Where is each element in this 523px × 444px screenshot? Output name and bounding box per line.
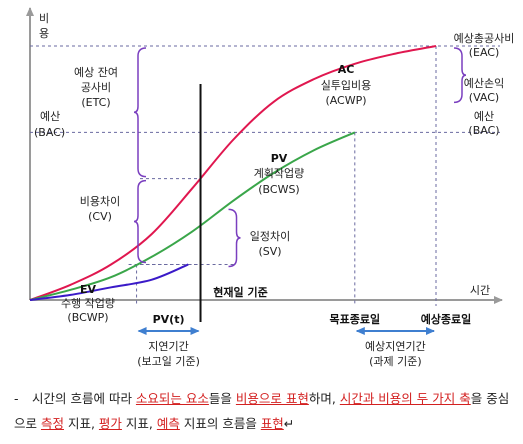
- caption-bullet: -: [14, 391, 19, 406]
- caption-text: 하며,: [308, 391, 340, 406]
- etc-label: 공사비: [81, 81, 111, 94]
- eac-label: 예상총공사비: [454, 32, 515, 45]
- sv-label: (SV): [258, 245, 281, 258]
- bac-right-label: 예산: [474, 110, 494, 123]
- ac-series-label: AC: [338, 63, 355, 76]
- chart-caption: - 시간의 흐름에 따라 소요되는 요소들을 비용으로 표현하며, 시간과 비용의…: [14, 386, 514, 436]
- y-axis-label-char: 비: [39, 12, 49, 25]
- expected-end-label: 예상종료일: [421, 312, 472, 326]
- paragraph-mark-icon: ↵: [283, 416, 295, 431]
- ac-series-sublabel: 실투입비용: [321, 79, 372, 92]
- ev-series-abbr: (BCWP): [67, 311, 108, 324]
- caption-text: 지표의 흐름을: [179, 416, 261, 431]
- bac-left-label: 예산: [40, 110, 60, 123]
- delay-report-label: (보고일 기준): [137, 354, 200, 368]
- ac-series-abbr: (ACWP): [325, 94, 366, 107]
- cv-label: (CV): [88, 210, 112, 223]
- etc-label: (ETC): [81, 96, 110, 109]
- caption-text: 지표,: [121, 416, 157, 431]
- ac-curve: [29, 45, 437, 301]
- vac-label: 예산손익: [464, 77, 504, 90]
- etc-label: 예상 잔여: [74, 66, 118, 79]
- pv-series-label: PV: [271, 152, 288, 165]
- caption-highlight: 표현: [260, 416, 284, 431]
- sv-label: 일정차이: [250, 229, 290, 243]
- caption-text: 시간의 흐름에 따라: [32, 391, 136, 406]
- vac-brace: [453, 47, 467, 104]
- delay-task-label: (과제 기준): [369, 355, 422, 368]
- caption-text: 을 중심으로: [14, 391, 510, 431]
- pvt-label: PV(t): [153, 313, 185, 326]
- caption-highlight: 시간과 비용의 두 가지 축: [339, 391, 471, 406]
- target-end-label: 목표종료일: [329, 312, 380, 326]
- caption-highlight: 평가: [98, 416, 122, 431]
- delay-task-label: 예상지연기간: [365, 340, 426, 353]
- caption-text: 지표,: [64, 416, 99, 431]
- sv-brace: [228, 208, 241, 268]
- current-date-label: 현재일 기준: [213, 285, 267, 299]
- cv-label: 비용차이: [80, 195, 120, 208]
- ev-curve: [29, 263, 189, 301]
- pv-curve: [29, 131, 356, 301]
- delay-report-label: 지연기간: [148, 340, 188, 353]
- bac-left-label: (BAC): [34, 126, 65, 139]
- caption-highlight: 예측: [156, 416, 180, 431]
- caption-highlight: 측정: [40, 416, 64, 431]
- vac-label: (VAC): [469, 91, 499, 104]
- pv-series-abbr: (BCWS): [258, 183, 299, 196]
- etc-brace: [133, 47, 147, 178]
- y-axis-label-char: 용: [39, 27, 49, 40]
- ev-series-label: EV: [80, 283, 97, 296]
- ev-series-sublabel: 수행 작업량: [61, 297, 115, 310]
- caption-text: 들을: [208, 391, 236, 406]
- pv-series-sublabel: 계획작업량: [254, 167, 305, 180]
- caption-highlight: 비용으로 표현: [235, 391, 309, 406]
- cv-brace: [133, 179, 147, 264]
- y-axis-label: 비용: [39, 12, 49, 40]
- bac-right-label: (BAC): [468, 124, 499, 137]
- evm-chart: 비용 시간 AC 실투입비용 (ACWP) PV 계획작업량 (BCWS) EV…: [26, 7, 515, 368]
- caption-highlight: 소요되는 요소: [135, 391, 209, 406]
- eac-label: (EAC): [469, 46, 500, 59]
- x-axis-label: 시간: [470, 284, 490, 297]
